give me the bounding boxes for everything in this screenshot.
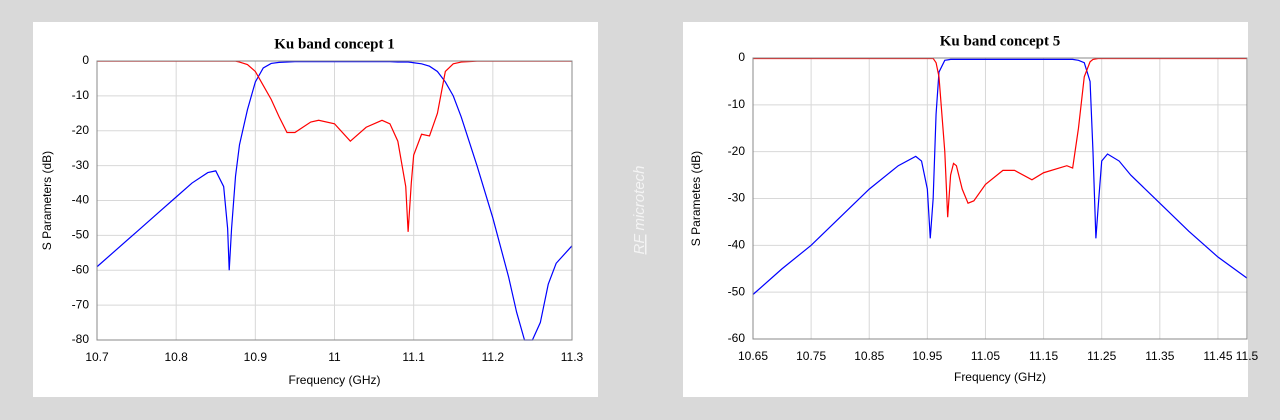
y-axis-label: S Parametes (dB) (689, 151, 703, 246)
line (752, 58, 1248, 295)
x-tick-label: 10.95 (912, 349, 942, 363)
x-tick-label: 11.25 (1087, 349, 1116, 363)
y-tick-label: 0 (738, 50, 745, 64)
logo: RF microtech (631, 165, 648, 254)
plot-frame (752, 57, 1248, 340)
panel (683, 22, 1248, 397)
chart-title: Ku band concept 1 (274, 36, 394, 52)
x-tick-label: 10.8 (164, 350, 188, 364)
y-tick-label: -10 (72, 88, 90, 102)
y-axis-label: S Parameters (dB) (40, 151, 54, 250)
logo-name: microtech (631, 165, 648, 230)
y-tick-label: -40 (72, 193, 90, 207)
y-tick-label: -10 (728, 97, 746, 111)
x-tick-label: 11.2 (482, 350, 505, 364)
x-tick-label: 11.45 (1203, 349, 1232, 363)
y-tick-label: -30 (728, 191, 746, 205)
x-tick-label: 11.3 (561, 350, 584, 364)
logo-brand: RF (631, 234, 648, 255)
chart-title: Ku band concept 5 (940, 33, 1060, 49)
x-tick-label: 10.7 (85, 350, 109, 364)
x-tick-label: 10.75 (796, 349, 826, 363)
x-axis-label: Frequency (GHz) (288, 373, 380, 387)
line (96, 61, 573, 341)
y-tick-label: -70 (72, 297, 90, 311)
y-tick-label: -30 (72, 158, 90, 172)
y-tick-label: -80 (72, 332, 90, 346)
y-tick-label: -20 (728, 144, 746, 158)
x-tick-label: 11.05 (971, 349, 1000, 363)
plot-frame (96, 60, 573, 341)
y-tick-label: -50 (728, 284, 746, 298)
y-tick-label: -60 (728, 331, 746, 345)
panel (33, 22, 598, 397)
x-tick-label: 11.35 (1145, 349, 1174, 363)
x-tick-label: 11.5 (1236, 349, 1259, 363)
x-tick-label: 10.9 (244, 350, 268, 364)
y-tick-label: -40 (728, 238, 746, 252)
x-tick-label: 11.15 (1029, 349, 1058, 363)
y-tick-label: 0 (82, 53, 89, 67)
y-tick-label: -60 (72, 262, 90, 276)
y-tick-label: -20 (72, 123, 90, 137)
x-tick-label: 11 (328, 350, 341, 364)
x-tick-label: 11.1 (402, 350, 425, 364)
x-tick-label: 10.85 (854, 349, 884, 363)
y-tick-label: -50 (72, 228, 90, 242)
x-axis-label: Frequency (GHz) (954, 370, 1046, 384)
x-tick-label: 10.65 (738, 349, 768, 363)
